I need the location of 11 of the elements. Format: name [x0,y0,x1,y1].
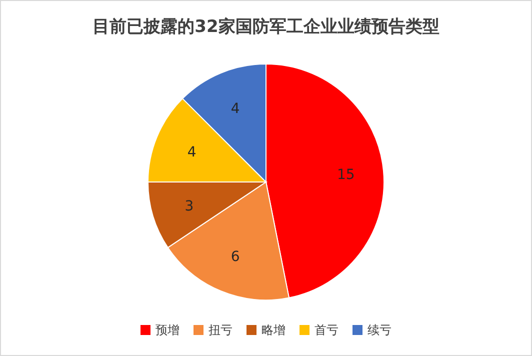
legend-label: 扭亏 [208,323,232,337]
data-label: 3 [184,198,194,214]
data-label: 15 [336,167,355,184]
legend-label: 续亏 [368,323,392,337]
data-label: 4 [230,100,240,117]
chart-title: 目前已披露的32家国防军工企业业绩预告类型 [92,17,440,37]
legend-label: 略增 [262,323,286,337]
legend-label: 首亏 [314,323,338,337]
legend-label: 预增 [156,323,180,337]
data-label: 6 [230,249,240,266]
data-label: 4 [187,144,196,160]
